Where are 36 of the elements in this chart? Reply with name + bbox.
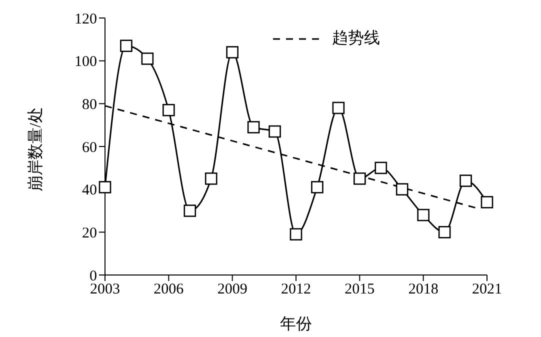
point — [120, 40, 132, 52]
point — [332, 102, 345, 114]
x-tick-label: 2009 — [217, 282, 248, 298]
point — [438, 226, 451, 238]
x-tick-label: 2021 — [472, 282, 502, 298]
x-tick-label: 2015 — [344, 282, 375, 298]
x-tick-label: 2003 — [90, 282, 120, 298]
y-tick-label: 80 — [82, 96, 97, 113]
point — [162, 104, 175, 116]
x-tick-label: 2018 — [408, 282, 438, 298]
point — [374, 162, 388, 174]
point — [184, 204, 196, 217]
legend-label: 趋势线 — [332, 28, 380, 49]
point — [204, 172, 218, 185]
y-tick-label: 60 — [82, 140, 97, 156]
point — [141, 52, 154, 65]
y-axis-title: 崩岸数量/处 — [26, 107, 45, 192]
point — [98, 181, 112, 194]
point — [311, 181, 324, 194]
x-tick-label: 2006 — [154, 282, 184, 298]
point — [290, 228, 302, 240]
point — [268, 125, 281, 138]
point — [460, 174, 472, 187]
y-tick-label: 120 — [74, 11, 97, 28]
point — [396, 183, 408, 196]
point — [247, 121, 260, 134]
y-tick-label: 40 — [82, 182, 97, 199]
point — [480, 196, 494, 208]
y-tick-label: 0 — [90, 268, 97, 284]
point — [354, 172, 366, 185]
point — [226, 46, 238, 58]
y-tick-label: 20 — [82, 225, 97, 242]
y-tick-label: 100 — [74, 54, 97, 70]
point — [417, 208, 430, 222]
x-axis-title: 年份 — [280, 316, 312, 333]
x-tick-label: 2012 — [281, 282, 311, 298]
